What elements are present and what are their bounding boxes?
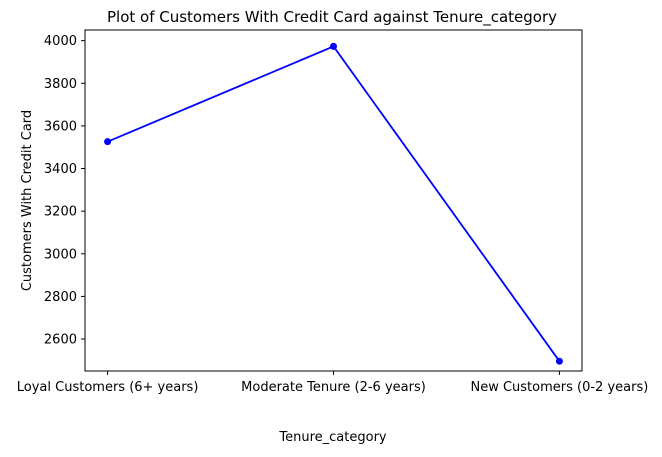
data-point bbox=[555, 357, 563, 365]
x-axis-label: Tenure_category bbox=[278, 430, 387, 445]
y-tick-label: 2600 bbox=[44, 333, 77, 348]
y-axis-label: Customers With Credit Card bbox=[20, 110, 35, 291]
y-tick-label: 3400 bbox=[44, 162, 77, 177]
y-tick-label: 4000 bbox=[44, 34, 77, 49]
plot-frame bbox=[84, 29, 583, 372]
x-tick-label: Loyal Customers (6+ years) bbox=[17, 380, 199, 395]
y-tick-label: 2800 bbox=[44, 290, 77, 305]
chart-title: Plot of Customers With Credit Card again… bbox=[107, 8, 557, 27]
y-tick-label: 3600 bbox=[44, 119, 77, 134]
y-axis-ticks: 2600 2800 3000 3200 3400 3600 3800 4000 bbox=[44, 34, 85, 348]
y-tick-label: 3200 bbox=[44, 205, 77, 220]
y-tick-label: 3800 bbox=[44, 77, 77, 92]
data-point bbox=[330, 42, 337, 50]
data-points bbox=[104, 42, 563, 365]
x-tick-label: Moderate Tenure (2-6 years) bbox=[241, 380, 426, 395]
x-axis-ticks: Loyal Customers (6+ years) Moderate Tenur… bbox=[17, 371, 648, 395]
data-point bbox=[104, 138, 112, 146]
x-tick-label: New Customers (0-2 years) bbox=[470, 380, 648, 395]
series-line bbox=[107, 45, 561, 362]
y-tick-label: 3000 bbox=[44, 247, 77, 262]
